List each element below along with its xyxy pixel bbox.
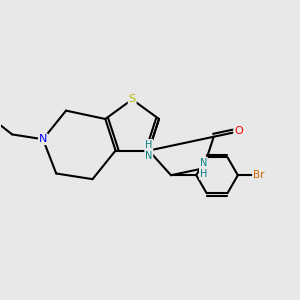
Text: Br: Br bbox=[253, 170, 264, 180]
Text: N: N bbox=[39, 134, 47, 144]
Text: S: S bbox=[129, 94, 136, 104]
Text: H
N: H N bbox=[145, 140, 152, 161]
Text: O: O bbox=[234, 127, 243, 136]
Text: N
H: N H bbox=[200, 158, 207, 179]
